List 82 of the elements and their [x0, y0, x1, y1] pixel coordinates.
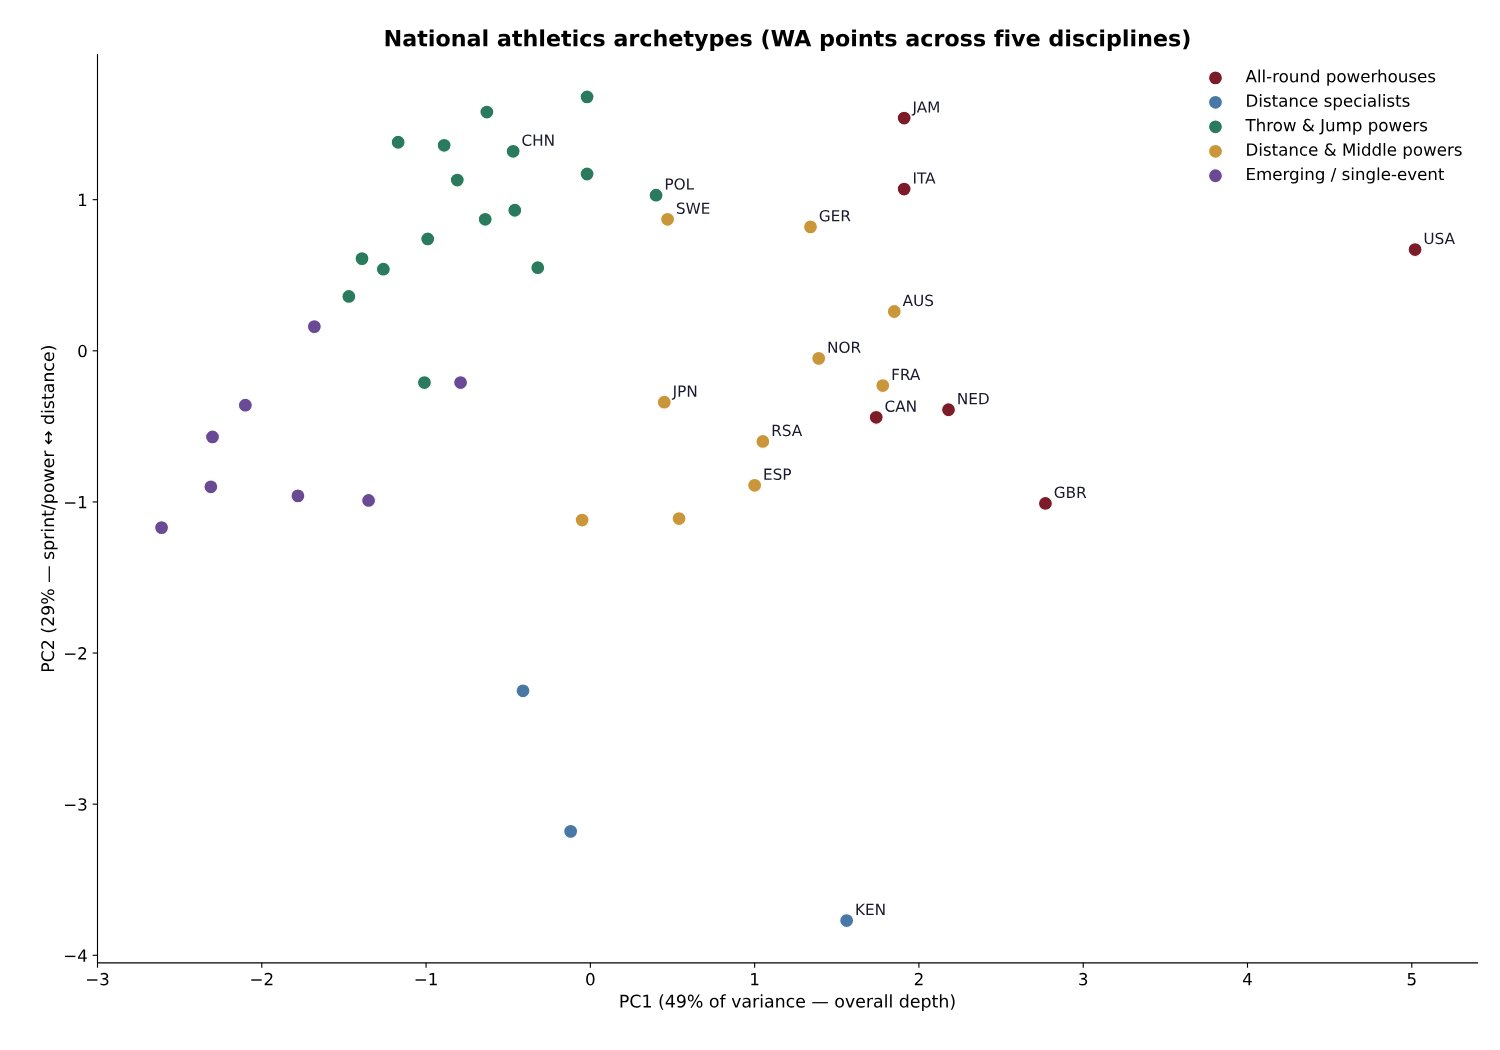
- point: [1407, 242, 1423, 258]
- annotation: JPN: [671, 385, 697, 400]
- point: [660, 211, 676, 227]
- annotation: GBR: [1054, 486, 1087, 499]
- x-tick-label: 5: [1407, 973, 1416, 986]
- y-tick-label: 1: [79, 193, 87, 207]
- annotation: RSA: [772, 424, 803, 437]
- legend-label: All-round powerhouses: [1245, 69, 1436, 86]
- point: [515, 683, 531, 699]
- point: [579, 166, 595, 182]
- y-tick-label: −3: [64, 798, 87, 811]
- point: [477, 211, 493, 227]
- chart-title: National athletics archetypes (WA points across five disciplines): [385, 29, 1190, 52]
- annotation: POL: [665, 178, 695, 190]
- legend-label: Distance specialists: [1247, 94, 1410, 111]
- x-tick-label: −1: [415, 973, 437, 986]
- annotation: ITA: [913, 172, 936, 184]
- annotation: NOR: [828, 341, 861, 354]
- legend-label: Emerging / single-event: [1247, 167, 1445, 184]
- annotation: SWE: [676, 202, 710, 214]
- point: [341, 288, 357, 304]
- point: [868, 409, 884, 425]
- point: [896, 110, 912, 126]
- x-tick-label: 0: [586, 972, 595, 986]
- point: [579, 89, 595, 105]
- x-tick-label: 4: [1243, 973, 1252, 986]
- y-tick-label: −4: [64, 949, 87, 962]
- annotation: FRA: [892, 368, 921, 380]
- annotation: ESP: [764, 468, 792, 480]
- point: [449, 172, 465, 188]
- y-tick-label: −1: [64, 496, 87, 509]
- point: [803, 219, 818, 235]
- point: [671, 511, 687, 527]
- x-tick-label: 1: [751, 973, 759, 986]
- x-axis-title: PC1 (49% of variance — overall depth): [620, 994, 955, 1012]
- point: [811, 350, 827, 366]
- point: [436, 137, 452, 153]
- point: [306, 319, 322, 335]
- legend-label: Distance & Middle powers: [1247, 142, 1462, 160]
- point: [154, 520, 170, 536]
- point: [886, 304, 902, 320]
- point: [648, 187, 664, 203]
- annotation: GER: [819, 209, 851, 222]
- point: [354, 251, 370, 267]
- point: [416, 375, 432, 391]
- point: [237, 397, 253, 413]
- point: [755, 433, 771, 449]
- point: [420, 231, 436, 247]
- point: [375, 261, 391, 277]
- point: [361, 492, 377, 508]
- point: [839, 913, 855, 929]
- y-axis-title: PC2 (29% — sprint/power ↔ distance): [40, 346, 58, 672]
- point: [205, 429, 220, 445]
- point: [479, 104, 495, 120]
- point: [941, 402, 956, 418]
- annotation: KEN: [856, 903, 885, 915]
- y-tick-label: 0: [78, 344, 87, 358]
- legend-label: Throw & Jump powers: [1245, 118, 1428, 135]
- point: [875, 378, 891, 394]
- point: [574, 512, 590, 528]
- point: [453, 375, 469, 391]
- point: [507, 202, 523, 218]
- annotation: CHN: [522, 134, 554, 146]
- x-tick-label: −2: [251, 972, 273, 986]
- point: [505, 143, 521, 159]
- point: [1037, 495, 1053, 511]
- x-tick-label: 2: [914, 972, 923, 986]
- point: [203, 479, 219, 495]
- point: [530, 260, 546, 276]
- x-tick-label: 3: [1079, 972, 1088, 986]
- point: [747, 477, 763, 493]
- point: [656, 394, 672, 410]
- annotation: CAN: [885, 400, 916, 412]
- annotation: JAM: [911, 101, 939, 116]
- point: [390, 134, 406, 150]
- annotation: USA: [1424, 232, 1455, 245]
- annotation: NED: [958, 393, 989, 405]
- point: [896, 181, 912, 197]
- annotation: AUS: [902, 294, 934, 307]
- point: [563, 823, 579, 839]
- y-tick-label: −2: [64, 647, 87, 660]
- point: [290, 488, 306, 504]
